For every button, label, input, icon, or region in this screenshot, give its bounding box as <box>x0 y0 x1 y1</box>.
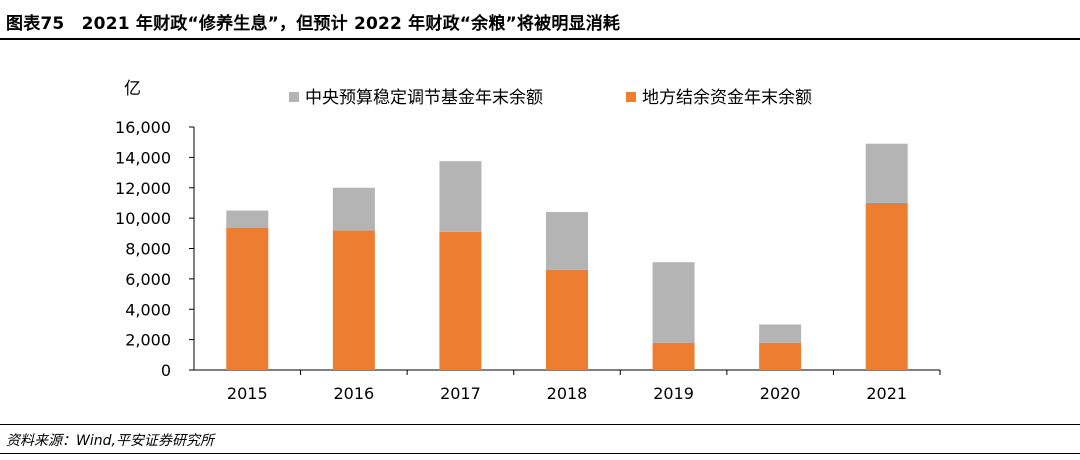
y-tick-label: 10,000 <box>115 209 171 228</box>
y-tick-label: 0 <box>161 361 171 380</box>
y-tick-label: 2,000 <box>125 331 171 350</box>
y-tick-label: 12,000 <box>115 179 171 198</box>
stacked-bar-chart: 亿 中央预算稳定调节基金年末余额 地方结余资金年末余额 0 2,000 4,000 6,… <box>115 79 941 403</box>
header-rule <box>0 38 1080 40</box>
figure-footer: 资料来源：Wind,平安证券研究所 <box>0 420 1080 460</box>
bar-central-fund-2016 <box>332 187 375 231</box>
legend-label: 地方结余资金年末余额 <box>642 88 812 108</box>
bar-central-fund-2015 <box>226 210 269 228</box>
y-tick-label: 4,000 <box>125 300 171 319</box>
bar-local-balance-2019 <box>652 342 695 370</box>
bar-local-balance-2018 <box>546 269 588 370</box>
figure-title: 图表75 2021 年财政“修养生息”，但预计 2022 年财政“余粮”将被明显… <box>6 14 621 34</box>
x-tick-label: 2015 <box>227 384 268 403</box>
bar-central-fund-2019 <box>652 262 695 343</box>
y-tick-label: 14,000 <box>115 148 171 167</box>
bar-central-fund-2021 <box>865 143 908 203</box>
bar-local-balance-2015 <box>226 227 269 370</box>
bar-central-fund-2018 <box>546 212 588 270</box>
y-tick-label: 8,000 <box>125 240 171 259</box>
y-axis-unit-label: 亿 <box>124 79 141 99</box>
x-tick-label: 2021 <box>866 384 907 403</box>
x-tick-label: 2020 <box>760 384 801 403</box>
bar-local-balance-2021 <box>865 202 908 370</box>
legend-label: 中央预算稳定调节基金年末余额 <box>305 88 543 108</box>
bar-central-fund-2017 <box>439 161 482 232</box>
x-tick-label: 2018 <box>547 384 588 403</box>
source-note: 资料来源：Wind,平安证券研究所 <box>6 433 214 449</box>
bar-local-balance-2017 <box>439 231 482 370</box>
x-tick-label: 2017 <box>440 384 481 403</box>
bar-local-balance-2016 <box>332 230 375 370</box>
y-tick-label: 6,000 <box>125 270 171 289</box>
bar-central-fund-2020 <box>759 324 802 343</box>
y-axis: 0 2,000 4,000 6,000 8,000 10,000 12,000 14,000 1… <box>115 118 195 380</box>
footer-rule <box>0 424 1080 425</box>
bar-local-balance-2020 <box>759 342 802 370</box>
legend: 中央预算稳定调节基金年末余额 地方结余资金年末余额 <box>289 88 812 108</box>
figure-header: 图表75 2021 年财政“修养生息”，但预计 2022 年财政“余粮”将被明显… <box>0 0 1080 40</box>
legend-swatch <box>289 92 299 102</box>
x-tick-label: 2019 <box>653 384 694 403</box>
y-tick-label: 16,000 <box>115 118 171 137</box>
x-tick-label: 2016 <box>333 384 374 403</box>
legend-swatch <box>626 92 636 102</box>
x-axis: 2015 2016 2017 2018 2019 2020 2021 <box>194 369 941 403</box>
footer-rule-bottom <box>0 453 1080 454</box>
bars <box>226 143 908 370</box>
